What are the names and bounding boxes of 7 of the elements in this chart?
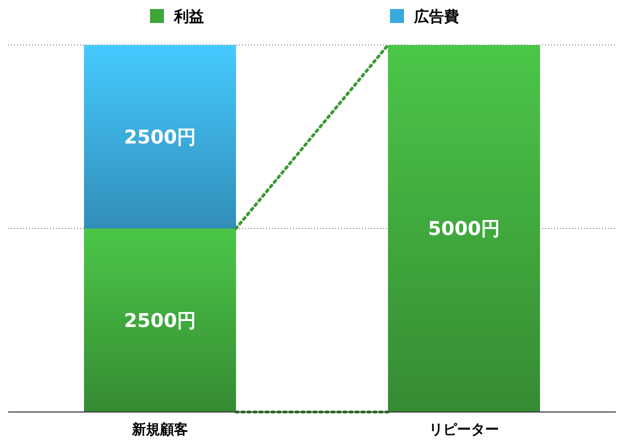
legend-label: 利益 [173,7,204,26]
data-label: 5000円 [428,218,500,240]
data-label: 2500円 [124,310,196,332]
x-tick-label: リピーター [429,422,499,438]
x-tick-label: 新規顧客 [131,421,188,438]
legend-label: 広告費 [413,7,459,26]
data-label: 2500円 [124,126,196,148]
